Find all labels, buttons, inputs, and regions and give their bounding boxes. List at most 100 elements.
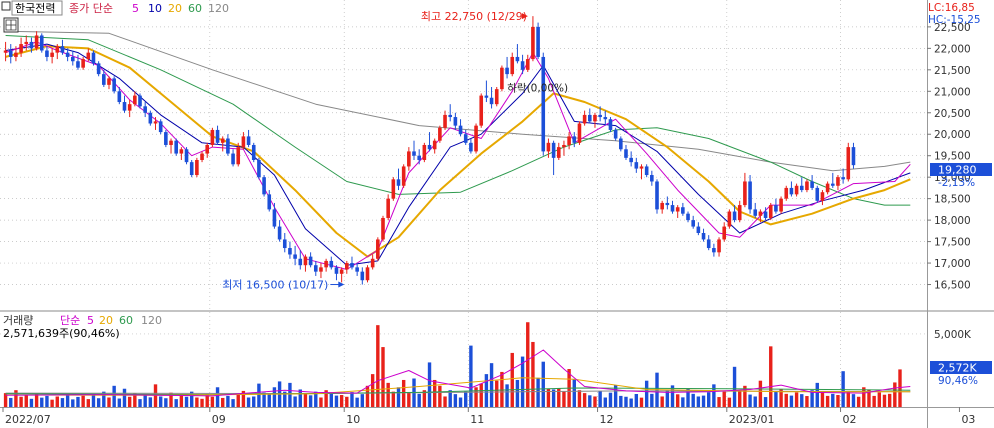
- volume-bar: [138, 399, 142, 407]
- current-volume-box: [930, 361, 992, 374]
- candle-body: [510, 56, 515, 75]
- volume-bar: [474, 387, 478, 407]
- ma-legend-60[interactable]: 60: [188, 2, 202, 15]
- volume-ma-20[interactable]: 20: [99, 314, 113, 327]
- volume-bar: [127, 396, 132, 407]
- price-legend[interactable]: 한국전력 종가 단순 5 10 20 60 120: [1, 0, 229, 33]
- ticker-name-box[interactable]: [11, 0, 63, 16]
- candle-body: [820, 192, 825, 201]
- candle-body: [102, 74, 106, 85]
- volume-label: 거래량: [3, 314, 33, 327]
- volume-bar: [872, 395, 876, 407]
- volume-bar: [65, 394, 70, 407]
- volume-ma-60[interactable]: 60: [119, 314, 133, 327]
- volume-ma-5[interactable]: 5: [87, 314, 94, 327]
- volume-bar: [831, 393, 835, 407]
- candle-body: [619, 138, 623, 150]
- candle-body: [360, 271, 365, 281]
- candle-body: [174, 140, 178, 154]
- volume-bar: [748, 394, 752, 407]
- candle-body: [122, 102, 127, 111]
- volume-bar: [236, 393, 240, 407]
- volume-bar: [448, 390, 452, 407]
- candle-body: [774, 205, 778, 212]
- candle-body: [267, 194, 272, 210]
- volume-bars[interactable]: [3, 322, 902, 407]
- volume-bar: [753, 396, 757, 407]
- candle-body: [836, 177, 840, 186]
- candle-body: [531, 26, 535, 60]
- volume-bar: [71, 399, 75, 407]
- candle-body: [81, 59, 85, 68]
- candle-body: [391, 179, 396, 199]
- volume-bar: [122, 388, 127, 407]
- volume-bar: [810, 390, 814, 407]
- ma-legend-20[interactable]: 20: [168, 2, 182, 15]
- volume-bar: [675, 394, 680, 407]
- volume-bar: [91, 394, 96, 407]
- candle-body: [753, 209, 758, 216]
- candle-body: [603, 117, 608, 120]
- candle-body: [210, 129, 215, 145]
- volume-bar: [386, 382, 390, 407]
- volume-bar: [381, 347, 385, 407]
- candle-body: [484, 95, 489, 98]
- ma-legend-10[interactable]: 10: [148, 2, 162, 15]
- candle-body: [567, 136, 571, 145]
- price-tick-label: 22,000: [934, 43, 971, 55]
- volume-bar: [215, 387, 220, 407]
- candle-body: [153, 121, 158, 124]
- volume-bar: [738, 391, 742, 407]
- candle-body: [329, 260, 334, 268]
- volume-info: 2,571,639주(90,46%): [3, 327, 120, 340]
- candle-body: [670, 205, 675, 212]
- volume-bar: [758, 380, 763, 407]
- candlestick-series[interactable]: [3, 16, 856, 285]
- volume-bar: [588, 395, 592, 407]
- volume-bar: [29, 398, 34, 407]
- volume-ma-120[interactable]: 120: [141, 314, 162, 327]
- volume-bar: [644, 380, 649, 407]
- current-price: 19,280: [938, 164, 977, 177]
- high-arrow-icon: [521, 13, 528, 20]
- candle-body: [582, 114, 587, 124]
- volume-legend[interactable]: 거래량 단순 5 20 60 120 2,571,639주(90,46%): [3, 314, 162, 340]
- candle-body: [148, 112, 153, 124]
- candle-body: [825, 183, 830, 193]
- ma-legend-120[interactable]: 120: [208, 2, 229, 15]
- candle-body: [257, 160, 261, 178]
- candle-body: [712, 248, 716, 253]
- volume-bar: [117, 398, 122, 407]
- candle-body: [355, 267, 359, 272]
- volume-bar: [856, 396, 861, 407]
- volume-bar: [495, 380, 499, 407]
- volume-bar: [50, 399, 54, 407]
- candle-body: [443, 114, 447, 128]
- volume-bar: [515, 379, 520, 407]
- candle-body: [365, 267, 370, 281]
- volume-bar: [14, 390, 18, 407]
- grid-lines: [0, 0, 927, 407]
- candle-body: [675, 207, 680, 212]
- candle-body: [474, 125, 478, 152]
- candle-body: [396, 179, 401, 186]
- candle-body: [515, 56, 520, 62]
- volume-bar: [815, 382, 819, 407]
- candle-body: [282, 239, 287, 249]
- volume-bar: [370, 374, 375, 407]
- candle-body: [650, 175, 654, 182]
- volume-bar: [143, 394, 147, 407]
- candle-body: [117, 91, 122, 103]
- mid-annotation: 하락(0,00%): [507, 81, 568, 94]
- candle-body: [45, 50, 49, 57]
- candle-body: [551, 142, 556, 158]
- volume-bar: [727, 397, 732, 407]
- legend-box-icon[interactable]: [1, 1, 11, 11]
- volume-bar: [846, 390, 850, 407]
- price-tick-label: 17,000: [934, 258, 971, 270]
- candle-body: [184, 149, 189, 163]
- ma-legend-5[interactable]: 5: [132, 2, 139, 15]
- volume-bar: [40, 397, 44, 407]
